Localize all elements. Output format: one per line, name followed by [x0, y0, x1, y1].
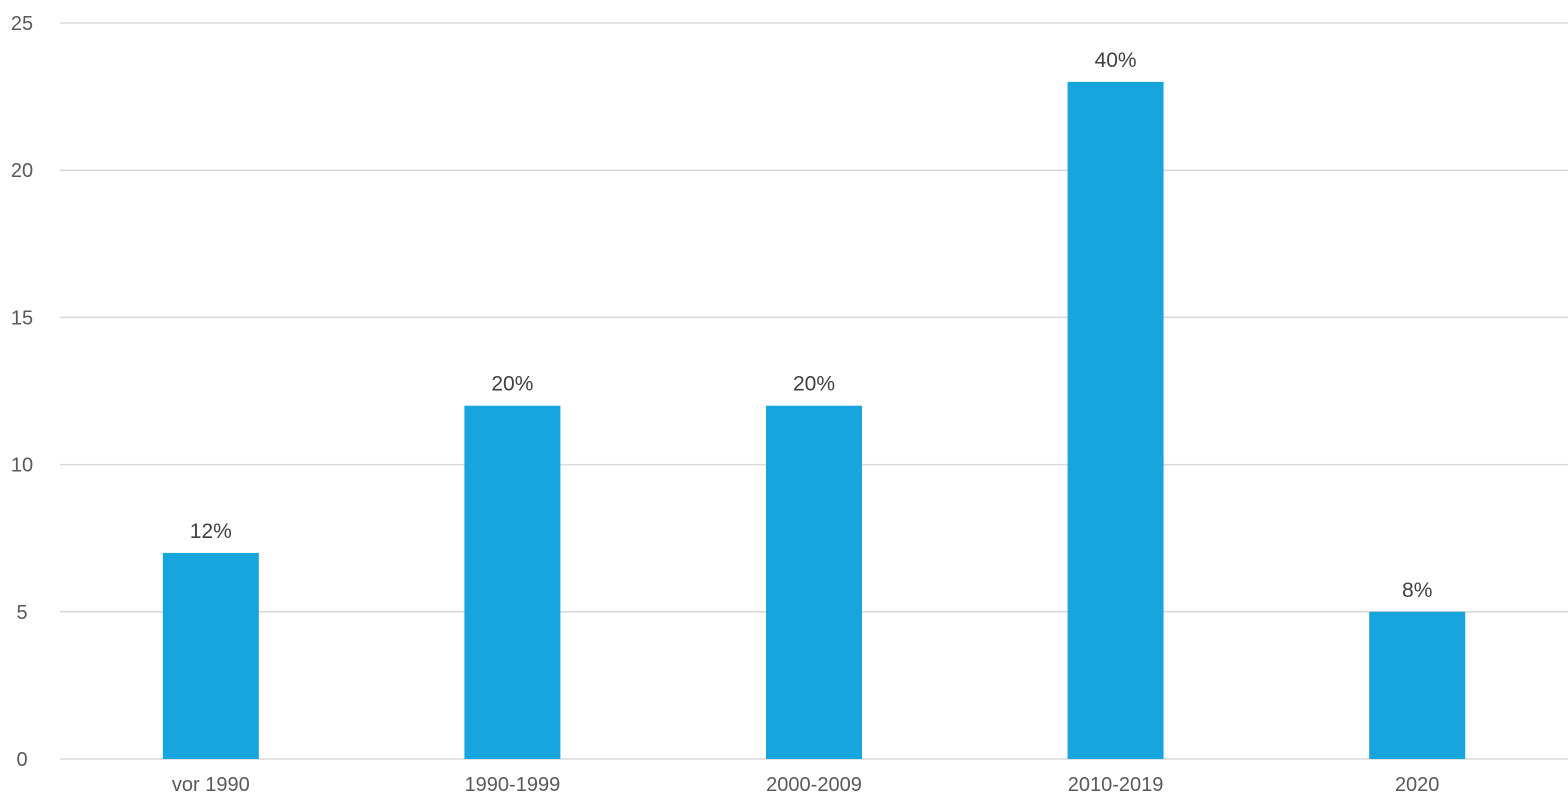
- data-label: 12%: [190, 520, 232, 543]
- bar: [464, 405, 561, 759]
- x-axis-ticks: vor 1990 1990-1999 2000-2009 2010-2019 2020: [172, 774, 1440, 796]
- y-tick-label: 10: [11, 455, 33, 477]
- data-labels: 12% 20% 20% 40% 8%: [190, 49, 1433, 602]
- bar: [1067, 81, 1164, 759]
- y-tick-label: 20: [11, 160, 33, 182]
- bar: [162, 552, 259, 759]
- y-axis-ticks: 0 5 10 15 20 25: [11, 13, 33, 771]
- y-tick-label: 0: [16, 749, 27, 771]
- x-tick-label: vor 1990: [172, 774, 250, 796]
- data-label: 20%: [491, 373, 533, 396]
- y-tick-label: 25: [11, 13, 33, 35]
- x-tick-label: 2020: [1395, 774, 1440, 796]
- data-label: 8%: [1402, 579, 1432, 602]
- x-tick-label: 2000-2009: [766, 774, 862, 796]
- bar: [766, 405, 862, 759]
- data-label: 40%: [1095, 49, 1137, 72]
- y-tick-label: 15: [11, 307, 33, 329]
- bars: [162, 81, 1466, 759]
- x-tick-label: 2010-2019: [1068, 774, 1164, 796]
- data-label: 20%: [793, 373, 835, 396]
- y-tick-label: 5: [16, 602, 27, 624]
- x-tick-label: 1990-1999: [465, 774, 561, 796]
- bar: [1369, 611, 1466, 759]
